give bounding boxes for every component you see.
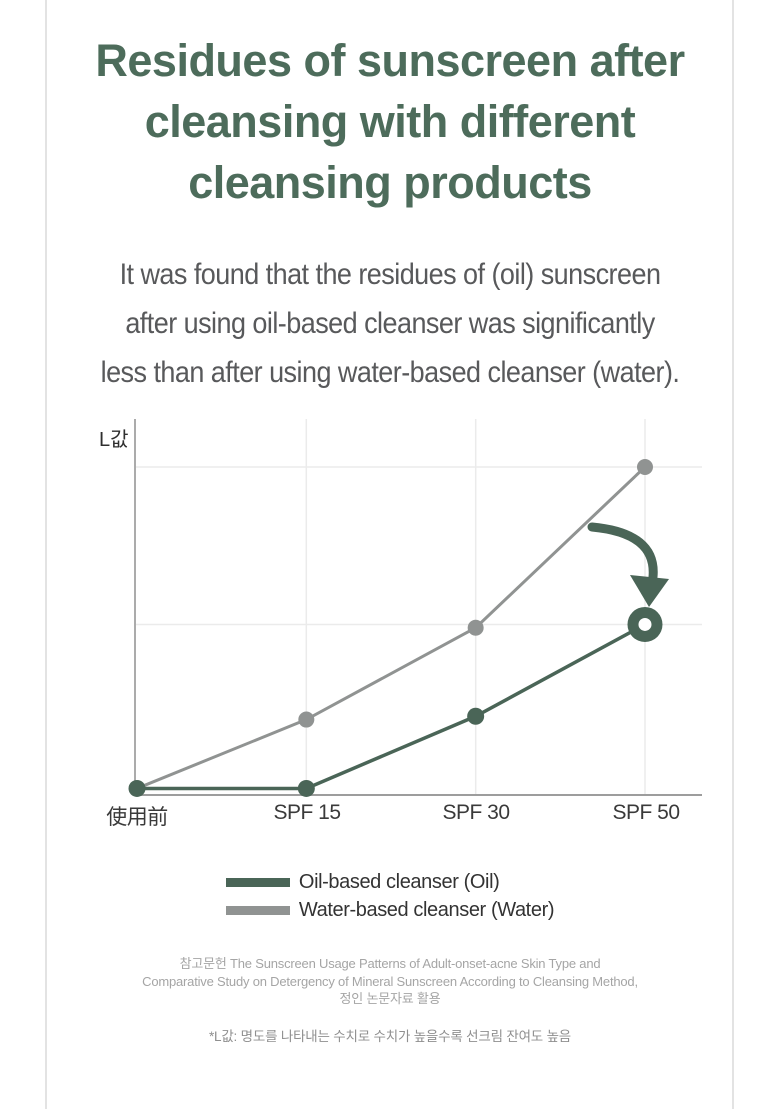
water-data-point — [636, 459, 653, 475]
oil-swatch-icon — [225, 878, 290, 887]
lvalue-note: *L값: 명도를 나타내는 수치로 수치가 높을수록 선크림 잔여도 높음 — [208, 1029, 572, 1044]
oil-endpoint-donut-hole — [638, 617, 652, 631]
page-left-border — [45, 0, 47, 1109]
subtitle-line-2: after using oil-based cleanser was signi… — [125, 307, 655, 340]
legend-item-oil: Oil-based cleanser (Oil) — [225, 871, 500, 894]
curved-arrow-annotation-icon — [587, 522, 669, 607]
subtitle-line-1: It was found that the residues of (oil) … — [119, 258, 661, 291]
residue-line-chart — [0, 415, 780, 845]
water-data-point — [298, 711, 315, 728]
oil-data-point — [467, 707, 485, 725]
subtitle: It was found that the residues of (oil) … — [39, 250, 741, 397]
reference-line-1: 참고문헌 The Sunscreen Usage Patterns of Adu… — [179, 956, 601, 971]
chart-legend: Oil-based cleanser (Oil) Water-based cle… — [0, 871, 780, 922]
x-axis-label-spf30: SPF 30 — [442, 801, 510, 824]
x-axis-label-before-use: 使用前 — [106, 806, 168, 829]
x-axis-label-spf15: SPF 15 — [273, 801, 341, 824]
y-axis-label: L값 — [99, 429, 129, 451]
page-title: Residues of sunscreen after cleansing wi… — [46, 30, 734, 213]
reference-line-3: 정인 논문자료 활용 — [339, 991, 441, 1006]
title-line-3: cleansing products — [188, 157, 592, 208]
water-series-line — [136, 465, 647, 790]
oil-data-point — [128, 779, 146, 797]
legend-item-water: Water-based cleanser (Water) — [225, 899, 555, 922]
oil-series-line — [137, 622, 646, 791]
legend-label-oil: Oil-based cleanser (Oil) — [298, 871, 500, 893]
water-data-point — [467, 619, 484, 636]
reference-line-2: Comparative Study on Detergency of Miner… — [142, 973, 638, 989]
water-swatch-icon — [225, 906, 290, 915]
chart-canvas — [128, 419, 702, 797]
reference-text: 참고문헌 The Sunscreen Usage Patterns of Adu… — [0, 955, 780, 1008]
page-right-border — [732, 0, 734, 1109]
title-line-2: cleansing with different — [144, 96, 636, 147]
title-line-1: Residues of sunscreen after — [95, 35, 685, 86]
legend-label-water: Water-based cleanser (Water) — [298, 899, 555, 921]
subtitle-line-3: less than after using water-based cleans… — [100, 356, 680, 389]
oil-data-point — [297, 779, 315, 797]
x-axis-label-spf50: SPF 50 — [612, 801, 680, 824]
